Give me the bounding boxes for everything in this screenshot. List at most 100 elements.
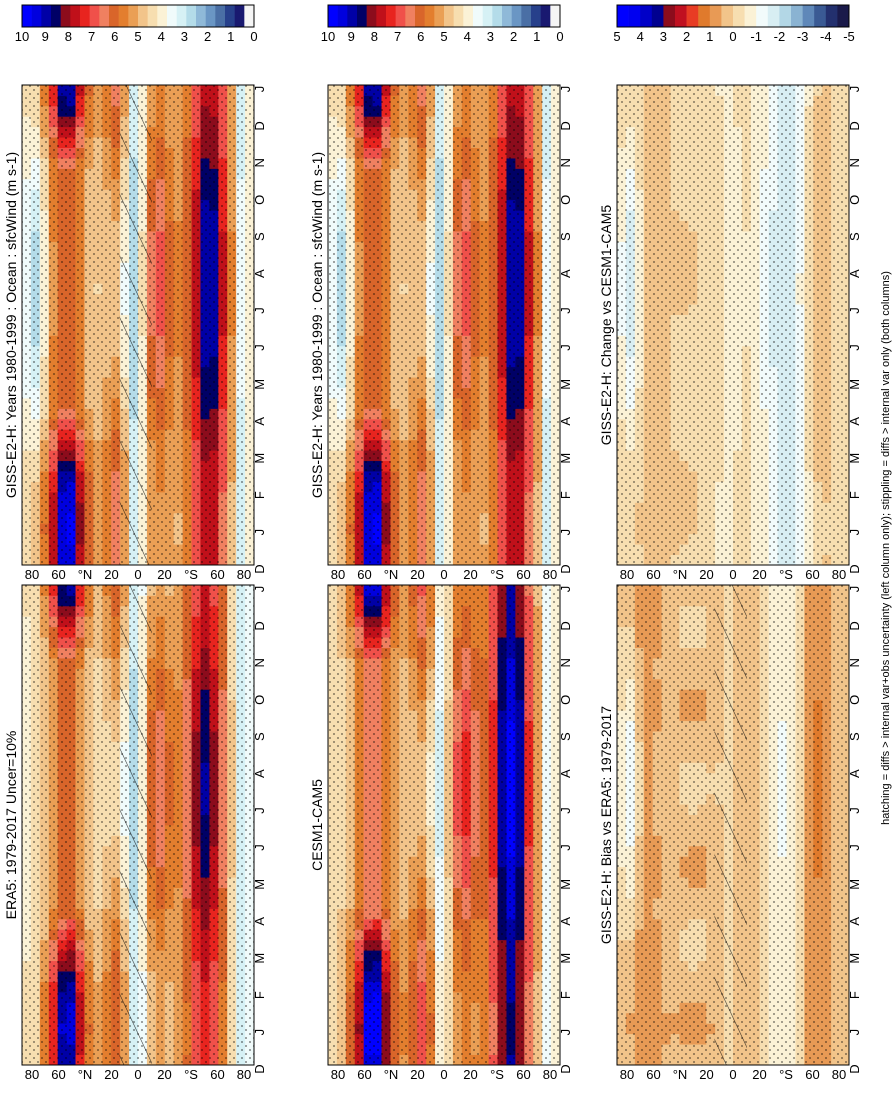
colorbar-frame: [21, 4, 255, 28]
x-tick-label: N: [558, 158, 573, 167]
x-tick-label: D: [558, 621, 573, 630]
panel-title: ERA5: 1979-2017 Uncer=10%: [3, 731, 19, 920]
colorbar-swatch: [176, 5, 187, 27]
colorbar-tick-label: 9: [348, 29, 355, 44]
colorbar-swatch: [328, 5, 338, 27]
x-tick-label: F: [252, 991, 267, 999]
y-tick-label: 20: [157, 567, 171, 582]
colorbar-swatch: [492, 5, 503, 27]
x-tick-label: M: [558, 379, 573, 390]
x-tick-label: N: [252, 658, 267, 667]
colorbar-swatch: [405, 5, 416, 27]
colorbar-tick-label: 1: [227, 29, 234, 44]
colorbar-swatch: [502, 5, 512, 27]
y-tick-label: °S: [184, 1067, 198, 1082]
x-tick-label: D: [252, 564, 267, 573]
colorbar-tick-label: 7: [394, 29, 401, 44]
y-tick-label: 80: [25, 567, 39, 582]
x-tick-label: M: [558, 453, 573, 464]
panel-p_model2: 80 60 °N 20 0 20 °S 60 80 DJFMAMJJASONDJGISS-E2-H…: [309, 4, 573, 582]
colorbar-swatch: [395, 5, 406, 27]
x-tick-label: J: [558, 844, 573, 851]
colorbar-tick-label: 7: [88, 29, 95, 44]
x-tick-label: D: [558, 121, 573, 130]
stipple-overlay: [328, 85, 560, 565]
x-tick-label: D: [252, 621, 267, 630]
y-tick-label: 80: [237, 567, 251, 582]
x-tick-label: M: [252, 379, 267, 390]
y-tick-label: 20: [104, 567, 118, 582]
colorbar-swatch: [186, 5, 197, 27]
colorbar-tick-label: 5: [134, 29, 141, 44]
x-tick-label: A: [252, 917, 267, 926]
x-tick-label: J: [252, 529, 267, 536]
x-tick-label: O: [252, 195, 267, 205]
colorbar-swatch: [109, 5, 119, 27]
y-tick-label: °S: [490, 567, 504, 582]
x-tick-label: J: [558, 86, 573, 93]
panel-title: GISS-E2-H: Years 1980-1999 : Ocean : sfc…: [309, 152, 325, 498]
x-tick-label: J: [558, 586, 573, 593]
colorbar-tick-label: 2: [204, 29, 211, 44]
y-tick-label: 20: [410, 567, 424, 582]
panels-layer: 80 60 °N 20 0 20 °S 60 80 DJFMAMJJASONDJGISS-E2-H…: [3, 4, 862, 1082]
x-tick-label: D: [252, 1064, 267, 1073]
y-tick-label: 20: [157, 1067, 171, 1082]
y-tick-label: 20: [104, 1067, 118, 1082]
colorbar-swatch: [386, 5, 396, 27]
panel-frame: [327, 584, 561, 1066]
y-tick-label: °N: [384, 567, 399, 582]
colorbar-tick-label: 4: [464, 29, 471, 44]
x-tick-label: D: [558, 1064, 573, 1073]
colorbar-swatch: [51, 5, 61, 27]
colorbar-swatch: [215, 5, 226, 27]
x-tick-label: A: [252, 417, 267, 426]
x-tick-label: O: [558, 195, 573, 205]
colorbar-swatch: [550, 5, 561, 27]
colorbar-swatch: [424, 5, 435, 27]
panel-title: CESM1-CAM5: [309, 779, 325, 871]
stipple-overlay: [328, 585, 560, 1065]
colorbar-tick-label: 6: [417, 29, 424, 44]
y-tick-label: 80: [543, 567, 557, 582]
colorbar-swatch: [347, 5, 358, 27]
x-tick-label: J: [558, 807, 573, 814]
x-tick-label: A: [252, 769, 267, 778]
colorbar-frame: [327, 4, 561, 28]
colorbar-swatch: [444, 5, 454, 27]
x-tick-label: D: [558, 564, 573, 573]
colorbar-swatch: [244, 5, 255, 27]
x-tick-label: J: [558, 1029, 573, 1036]
colorbar-tick-label: 0: [250, 29, 257, 44]
colorbar-swatch: [482, 5, 493, 27]
colorbar-swatch: [357, 5, 367, 27]
y-tick-label: 20: [463, 1067, 477, 1082]
x-tick-label: S: [558, 732, 573, 741]
colorbar-swatch: [99, 5, 110, 27]
x-tick-label: D: [252, 121, 267, 130]
colorbar-swatch: [531, 5, 541, 27]
x-tick-label: M: [558, 879, 573, 890]
colorbar-tick-label: 3: [487, 29, 494, 44]
x-tick-label: J: [558, 344, 573, 351]
x-tick-label: J: [252, 344, 267, 351]
colorbar-tick-label: 0: [556, 29, 563, 44]
x-tick-label: A: [558, 917, 573, 926]
colorbar-swatch: [22, 5, 32, 27]
x-tick-label: N: [252, 158, 267, 167]
y-tick-label: 80: [237, 1067, 251, 1082]
colorbar-swatch: [337, 5, 348, 27]
x-tick-label: M: [252, 453, 267, 464]
y-tick-label: 0: [440, 1067, 447, 1082]
colorbar-swatch: [434, 5, 445, 27]
colorbar-tick-label: 6: [111, 29, 118, 44]
colorbar-tick-label: 8: [65, 29, 72, 44]
colorbar-swatch: [60, 5, 71, 27]
x-tick-label: A: [558, 417, 573, 426]
y-tick-label: 20: [410, 1067, 424, 1082]
colorbar-tick-label: 2: [510, 29, 517, 44]
colorbar-swatch: [118, 5, 129, 27]
colorbar-swatch: [80, 5, 90, 27]
